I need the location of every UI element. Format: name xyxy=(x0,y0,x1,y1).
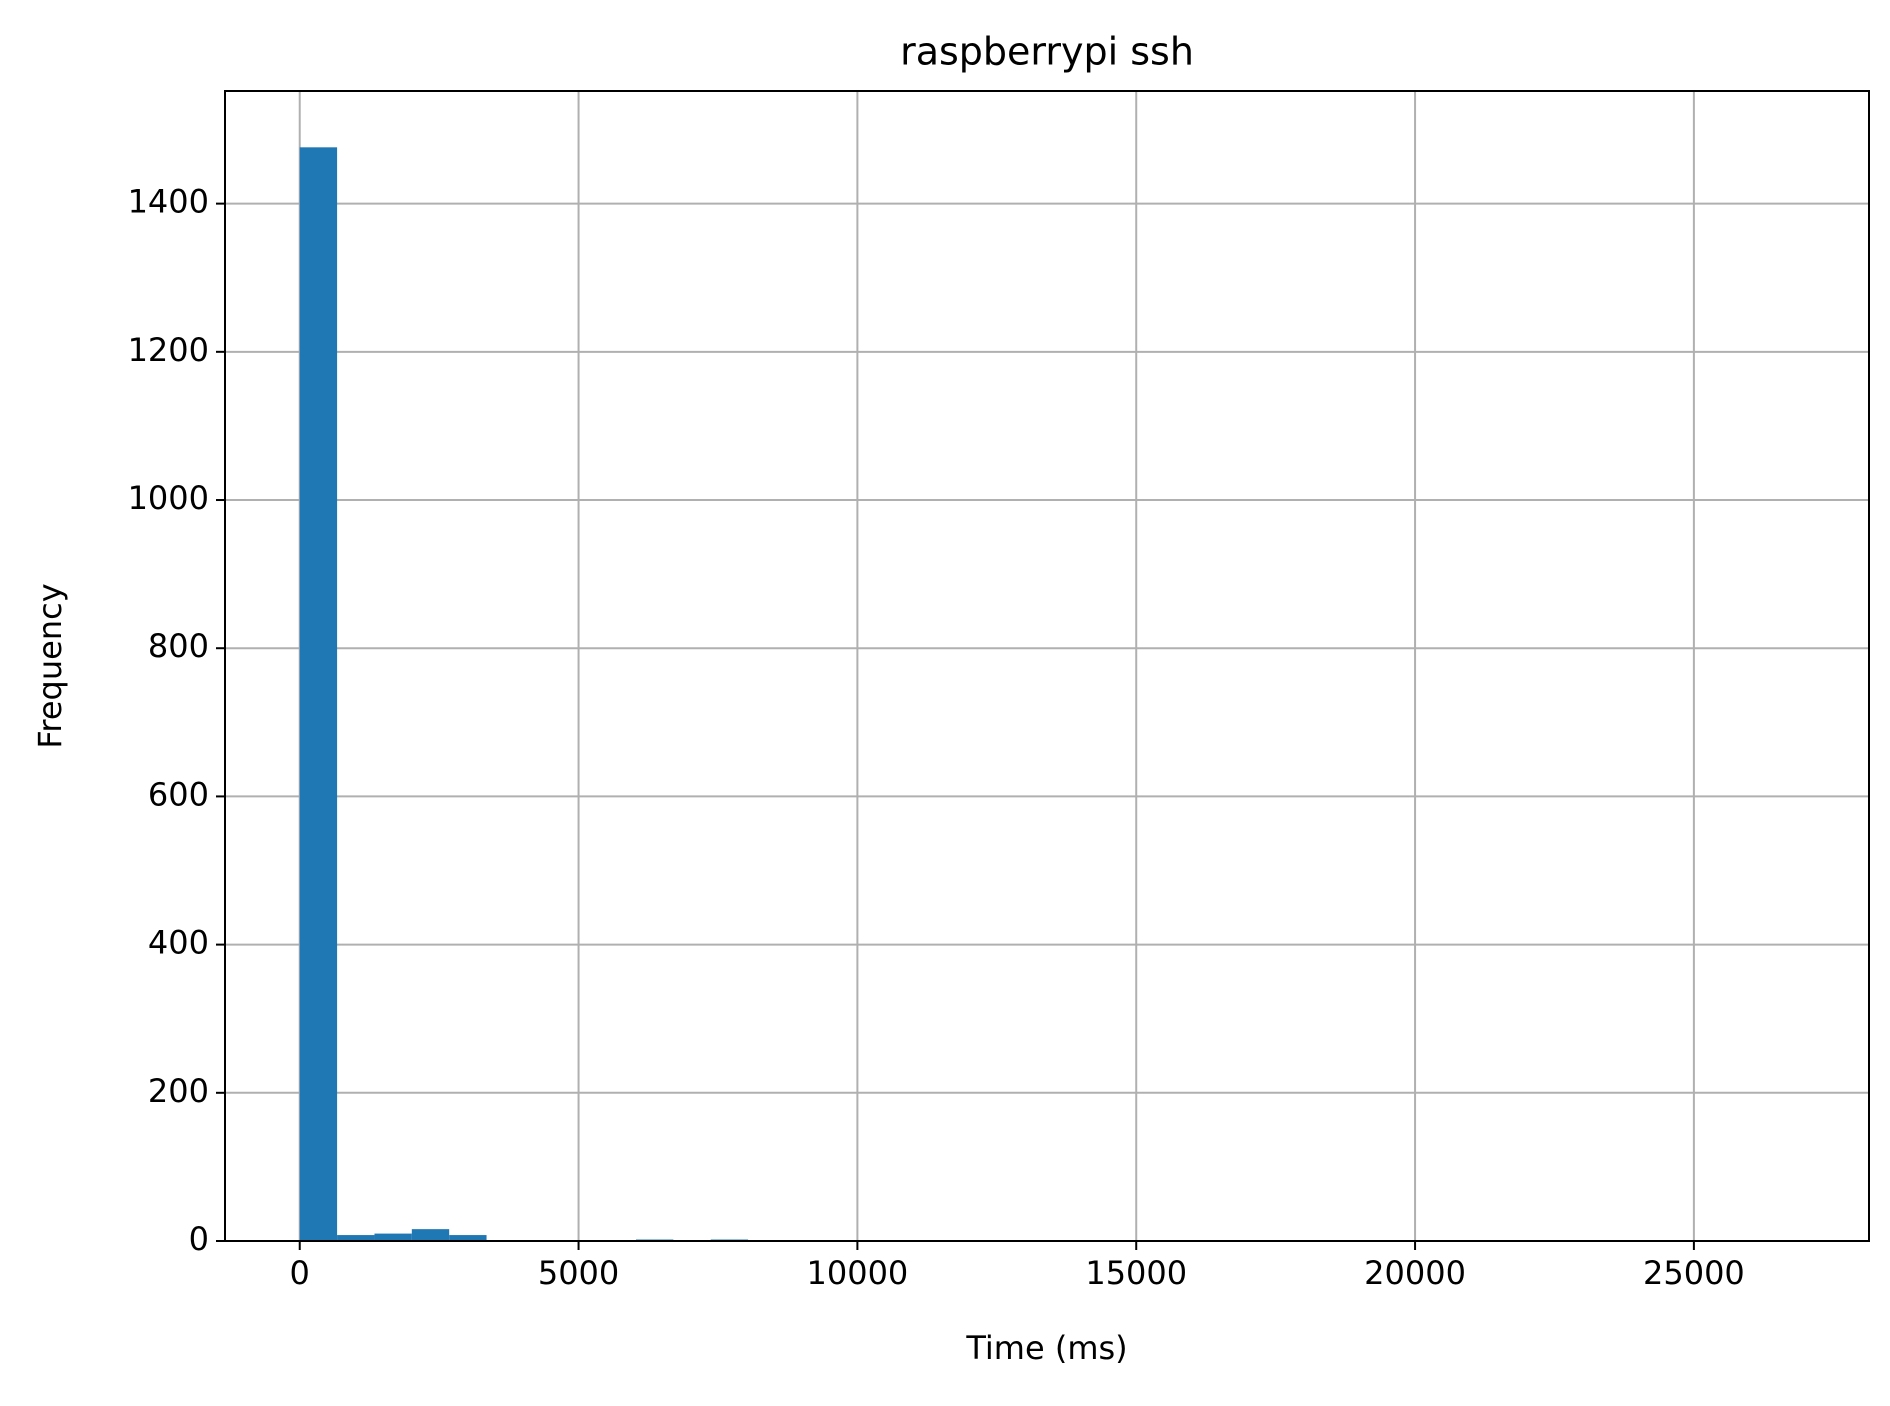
bar xyxy=(337,1235,375,1241)
y-tick-label: 1200 xyxy=(128,331,209,369)
y-tick-label: 400 xyxy=(148,924,209,962)
x-tick-label: 5000 xyxy=(538,1254,619,1292)
y-tick-label: 600 xyxy=(148,775,209,813)
y-tick-label: 200 xyxy=(148,1072,209,1110)
bar xyxy=(299,147,338,1241)
y-axis-label: Frequency xyxy=(31,583,69,748)
y-tick-label: 1000 xyxy=(128,479,209,517)
x-tick-label: 25000 xyxy=(1643,1254,1745,1292)
y-tick-label: 800 xyxy=(148,627,209,665)
plot-frame xyxy=(224,90,1870,1242)
bar xyxy=(449,1235,487,1241)
x-tick-label: 20000 xyxy=(1364,1254,1466,1292)
bar xyxy=(374,1233,412,1241)
chart-title: raspberrypi ssh xyxy=(900,30,1194,74)
y-tick-label: 0 xyxy=(189,1220,209,1258)
x-axis-label: Time (ms) xyxy=(965,1329,1127,1367)
y-tick-label: 1400 xyxy=(128,183,209,221)
x-tick-label: 10000 xyxy=(806,1254,908,1292)
x-tick-label: 15000 xyxy=(1085,1254,1187,1292)
x-tick-label: 0 xyxy=(290,1254,310,1292)
bar xyxy=(411,1229,450,1241)
